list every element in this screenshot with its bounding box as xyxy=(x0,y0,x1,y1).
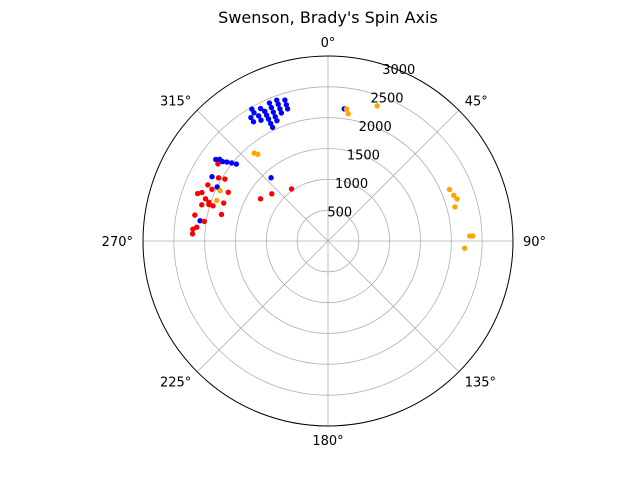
data-point xyxy=(189,231,196,237)
data-point xyxy=(192,212,198,218)
data-point xyxy=(222,176,228,182)
radial-tick-label: 3000 xyxy=(382,63,415,78)
angular-gridline xyxy=(327,240,460,373)
angular-gridline xyxy=(196,240,329,373)
radial-tick-labels: 500 1000 1500 2000 2500 3000 xyxy=(327,63,415,220)
angle-tick-label: 270° xyxy=(102,235,133,250)
data-point xyxy=(233,161,240,167)
angular-gridline xyxy=(327,109,460,242)
data-point xyxy=(201,218,208,225)
radial-tick-label: 2000 xyxy=(359,120,392,135)
data-point xyxy=(220,200,227,206)
data-point xyxy=(210,203,216,209)
data-point xyxy=(270,109,277,115)
data-point xyxy=(190,226,196,232)
data-point xyxy=(446,186,453,193)
data-point xyxy=(343,106,350,112)
data-point xyxy=(451,192,457,198)
data-point xyxy=(209,174,215,180)
data-point xyxy=(257,196,264,202)
data-point xyxy=(454,196,460,202)
data-point xyxy=(255,151,261,157)
angle-tick-label: 90° xyxy=(523,235,546,250)
data-point xyxy=(228,160,235,166)
data-point xyxy=(277,106,283,112)
data-point xyxy=(452,204,458,210)
data-point xyxy=(225,189,231,196)
data-point xyxy=(275,101,281,107)
data-point xyxy=(209,186,215,193)
data-point xyxy=(214,197,220,204)
angle-tick-label: 135° xyxy=(465,376,496,391)
data-point xyxy=(470,233,476,239)
angular-gridline xyxy=(196,109,329,242)
data-point xyxy=(250,119,257,125)
data-point xyxy=(282,97,288,103)
polar-frame xyxy=(142,55,514,427)
data-point xyxy=(257,105,264,112)
data-point xyxy=(258,117,264,123)
data-point xyxy=(248,114,254,121)
data-point xyxy=(215,161,221,167)
data-point xyxy=(216,156,223,163)
data-point xyxy=(278,110,285,116)
data-point xyxy=(283,102,290,108)
data-point xyxy=(199,202,205,208)
angle-tick-label: 180° xyxy=(312,434,343,449)
data-point xyxy=(215,175,222,181)
data-point xyxy=(267,120,274,127)
data-point xyxy=(206,201,212,208)
data-point xyxy=(284,106,291,112)
polar-grid xyxy=(142,55,514,427)
data-points xyxy=(189,97,476,251)
radial-tick-label: 1500 xyxy=(347,149,380,164)
data-point xyxy=(272,113,278,120)
data-point xyxy=(217,188,223,194)
data-point xyxy=(269,191,275,197)
data-point xyxy=(218,211,225,218)
angle-tick-label: 45° xyxy=(465,94,488,109)
data-point xyxy=(197,218,203,224)
data-point xyxy=(374,103,380,109)
angle-tick-labels: 0° 45° 90° 135° 180° 225° 270° 315° xyxy=(102,36,546,449)
data-point xyxy=(194,190,201,197)
data-point xyxy=(288,186,295,192)
data-point xyxy=(213,156,219,163)
data-point xyxy=(262,108,268,115)
data-point xyxy=(462,245,468,251)
angle-tick-label: 0° xyxy=(321,36,336,51)
data-point xyxy=(255,113,262,119)
data-point xyxy=(268,104,275,111)
radial-tick-label: 500 xyxy=(327,206,352,221)
chart-title: Swenson, Brady's Spin Axis xyxy=(218,8,438,27)
data-point xyxy=(274,97,280,103)
data-point xyxy=(202,196,209,202)
data-point xyxy=(268,175,274,181)
data-point xyxy=(199,189,205,196)
data-point xyxy=(214,184,220,190)
radial-tick-label: 1000 xyxy=(335,177,368,192)
data-point xyxy=(345,111,351,117)
data-point xyxy=(224,159,230,165)
angle-tick-label: 315° xyxy=(160,94,191,109)
radial-tick-label: 2500 xyxy=(370,92,403,107)
angle-tick-label: 225° xyxy=(160,376,191,391)
data-point xyxy=(205,182,211,188)
data-point xyxy=(266,100,273,106)
data-point xyxy=(249,106,255,112)
